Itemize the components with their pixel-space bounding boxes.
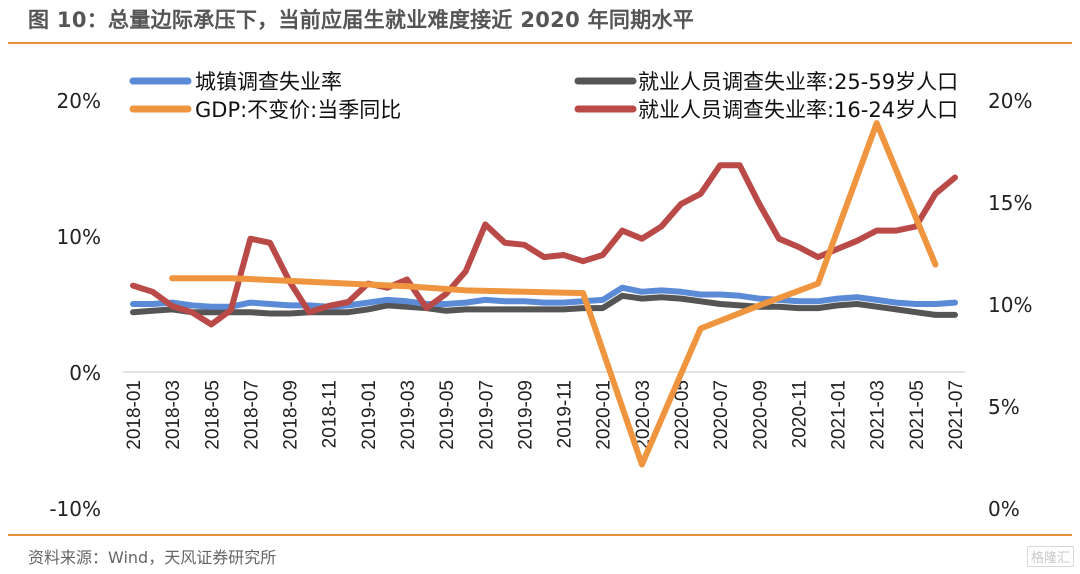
legend-label-urban: 城镇调查失业率	[195, 70, 342, 94]
figure-title: 图 10：总量边际承压下，当前应届生就业难度接近 2020 年同期水平	[28, 8, 695, 32]
legend-label-age16-24: 就业人员调查失业率:16-24岁人口	[638, 98, 958, 122]
x-tick-label: 2019-11	[555, 380, 576, 448]
x-tick-label: 2021-01	[829, 380, 850, 450]
x-tick-label: 2018-11	[320, 380, 341, 448]
legend-entry-gdp: GDP:不变价:当季同比	[129, 98, 401, 122]
y-right-tick-label: 10%	[988, 293, 1032, 317]
y-left-tick-label: 0%	[69, 361, 101, 385]
x-tick-label: 2020-07	[711, 380, 732, 450]
y-left-tick-label: 20%	[57, 89, 101, 113]
y-right-tick-label: 20%	[988, 89, 1032, 113]
x-tick-label: 2019-07	[476, 380, 497, 450]
line-chart: 城镇调查失业率 GDP:不变价:当季同比 就业人员调查失业率:25-59岁人口 …	[49, 70, 1032, 521]
x-tick-label: 2018-07	[241, 380, 262, 450]
y-right-tick-label: 0%	[988, 497, 1020, 521]
y-right-tick-label: 5%	[988, 395, 1020, 419]
series-line-gdp-yoy	[169, 120, 939, 468]
series-group	[130, 120, 958, 468]
x-tick-label: 2019-03	[398, 380, 419, 450]
y-left-tick-label: 10%	[57, 225, 101, 249]
x-tick-label: 2020-11	[789, 380, 810, 448]
x-tick-label: 2020-01	[594, 380, 615, 450]
legend-entry-urban: 城镇调查失业率	[129, 70, 342, 94]
legend-label-gdp: GDP:不变价:当季同比	[195, 98, 401, 122]
legend-label-age25-59: 就业人员调查失业率:25-59岁人口	[638, 70, 958, 94]
x-tick-label: 2020-05	[672, 380, 693, 450]
legend-entry-age16-24: 就业人员调查失业率:16-24岁人口	[574, 98, 958, 122]
x-tick-label: 2018-03	[163, 380, 184, 450]
x-tick-label: 2020-09	[750, 380, 771, 450]
x-axis: 2018-01 2018-03 2018-05 2018-07 2018-09 2018-…	[124, 380, 967, 450]
y-left-tick-label: -10%	[49, 497, 101, 521]
x-tick-label: 2018-09	[281, 380, 302, 450]
title-divider	[8, 42, 1072, 44]
x-tick-label: 2018-01	[124, 380, 145, 450]
x-tick-label: 2019-01	[359, 380, 380, 450]
x-tick-label: 2021-05	[907, 380, 928, 450]
legend-entry-age25-59: 就业人员调查失业率:25-59岁人口	[574, 70, 958, 94]
x-tick-label: 2019-09	[515, 380, 536, 450]
x-tick-label: 2021-07	[946, 380, 967, 450]
x-tick-label: 2019-05	[437, 380, 458, 450]
watermark-logo: 格隆汇	[1026, 546, 1074, 567]
source-note: 资料来源：Wind，天风证券研究所	[28, 548, 277, 567]
y-axis-right: 20% 15% 10% 5% 0%	[988, 89, 1032, 521]
x-tick-label: 2021-03	[868, 380, 889, 450]
x-tick-label: 2018-05	[202, 380, 223, 450]
legend: 城镇调查失业率 GDP:不变价:当季同比 就业人员调查失业率:25-59岁人口 …	[129, 70, 958, 122]
y-axis-left: 20% 10% 0% -10%	[49, 89, 101, 521]
x-tick-label: 2020-03	[633, 380, 654, 450]
footer-divider	[8, 534, 1072, 536]
y-right-tick-label: 15%	[988, 191, 1032, 215]
